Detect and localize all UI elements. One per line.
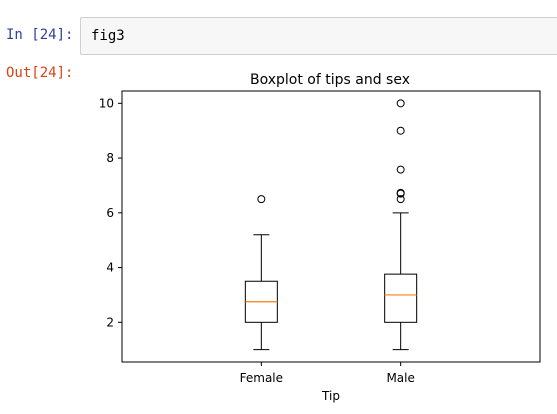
code-input-cell[interactable]: fig3 xyxy=(80,17,557,55)
box-iqr xyxy=(384,273,418,323)
outlier-point xyxy=(257,195,266,204)
outlier-point xyxy=(396,126,405,135)
chart-title: Boxplot of tips and sex xyxy=(250,72,410,88)
y-tick-label: 8 xyxy=(106,151,114,165)
outlier-point xyxy=(396,99,405,108)
y-tick-label: 4 xyxy=(106,261,114,275)
code-text: fig3 xyxy=(91,28,125,44)
outlier-point xyxy=(396,188,405,197)
y-tick-label: 6 xyxy=(106,206,114,220)
outlier-point xyxy=(396,195,405,204)
x-axis-label: Tip xyxy=(321,389,340,403)
x-tick-label: Female xyxy=(240,371,283,385)
plot-frame xyxy=(121,90,541,363)
output-prompt: Out[24]: xyxy=(6,65,74,81)
x-tick-label: Male xyxy=(386,371,414,385)
y-tick-label: 2 xyxy=(106,315,114,329)
input-prompt: In [24]: xyxy=(6,27,74,43)
plot-axes: 2 4 6 8 10 Female Male xyxy=(99,90,541,385)
outlier-point xyxy=(396,165,405,174)
y-tick-label: 10 xyxy=(99,96,114,110)
